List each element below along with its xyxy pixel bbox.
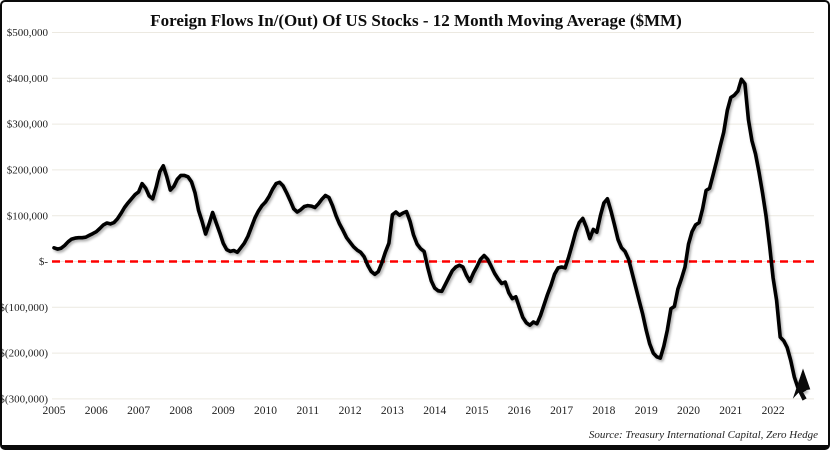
y-tick-label: $200,000 [7,165,49,177]
mouse-cursor-icon [792,368,811,401]
x-tick-label: 2008 [169,405,192,417]
x-tick-label: 2017 [550,405,573,417]
y-tick-label: $- [39,256,49,268]
y-tick-label: $400,000 [7,73,49,85]
y-tick-label: $(100,000) [2,302,48,314]
x-tick-label: 2020 [677,405,700,417]
x-tick-label: 2005 [43,405,66,417]
chart-title: Foreign Flows In/(Out) Of US Stocks - 12… [150,11,682,30]
source-note: Source: Treasury International Capital, … [589,429,818,441]
x-tick-label: 2021 [719,405,742,417]
y-tick-label: $(200,000) [2,348,48,360]
x-tick-label: 2011 [297,405,320,417]
x-axis-labels: 2005 2006 2007 2008 2009 2010 2011 2012 2013 2014… [43,405,785,417]
data-series-line [52,77,807,393]
y-tick-label: $100,000 [7,210,49,222]
y-tick-label: $500,000 [7,27,49,39]
x-tick-label: 2018 [592,405,615,417]
x-tick-label: 2012 [339,405,362,417]
x-tick-label: 2019 [635,405,658,417]
x-tick-label: 2022 [762,405,785,417]
x-tick-label: 2015 [466,405,489,417]
y-tick-label: $(300,000) [2,394,48,406]
x-tick-label: 2016 [508,405,531,417]
x-tick-label: 2006 [85,405,108,417]
x-tick-label: 2007 [127,405,150,417]
foreign-flows-line-chart: Foreign Flows In/(Out) Of US Stocks - 12… [2,11,818,441]
x-tick-label: 2013 [381,405,404,417]
y-tick-label: $300,000 [7,119,49,131]
x-tick-label: 2009 [212,405,235,417]
x-tick-label: 2014 [423,405,446,417]
y-axis-labels: $500,000 $400,000 $300,000 $200,000 $100,000… [2,27,49,405]
x-tick-label: 2010 [254,405,277,417]
